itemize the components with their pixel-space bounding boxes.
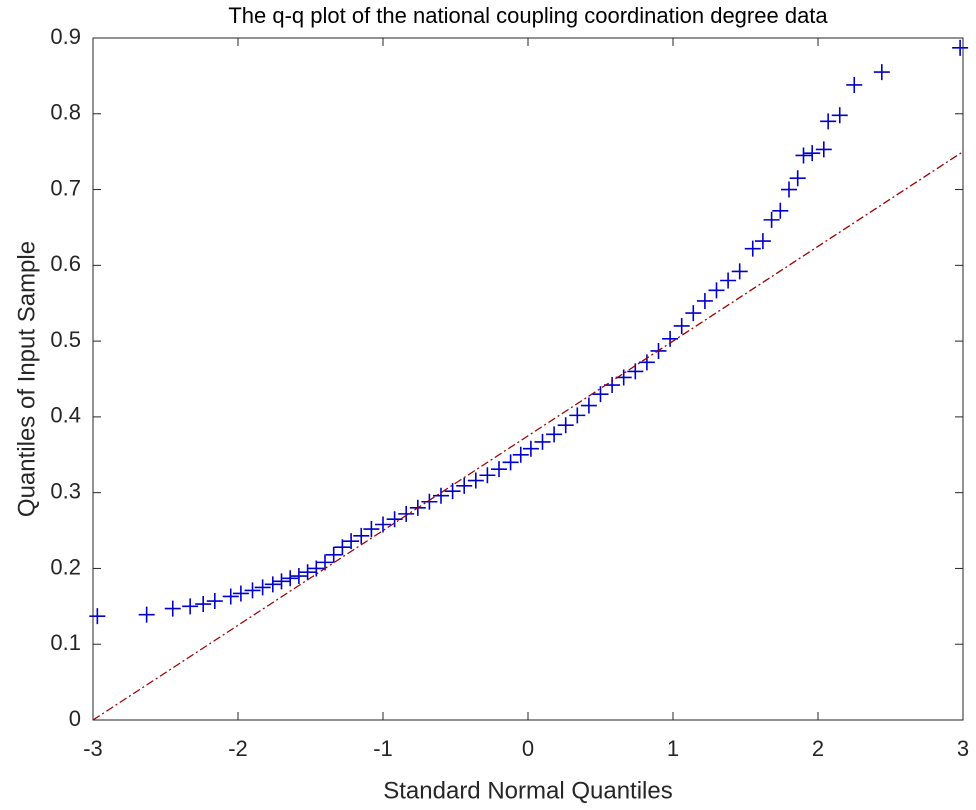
point [804, 145, 821, 162]
point [731, 263, 748, 280]
point [569, 407, 586, 424]
point [789, 170, 806, 187]
point [534, 433, 551, 450]
y-tick-label: 0.6 [50, 251, 81, 276]
point [182, 598, 199, 615]
point [781, 181, 797, 198]
y-tick-label: 0.9 [50, 24, 81, 49]
point [195, 596, 212, 613]
point [546, 426, 563, 443]
x-tick-label: -3 [83, 736, 103, 761]
point [772, 202, 789, 219]
x-tick-label: 3 [957, 736, 969, 761]
y-axis-label: Quantiles of Input Sample [13, 241, 40, 517]
point [754, 233, 771, 250]
point [244, 582, 261, 599]
point [522, 440, 539, 457]
plot-area [92, 37, 964, 721]
point [831, 107, 848, 124]
point [363, 521, 380, 538]
point [308, 560, 325, 577]
y-tick-label: 0.2 [50, 554, 81, 579]
point [873, 64, 890, 81]
point [433, 487, 449, 504]
point [557, 417, 574, 434]
point [952, 39, 969, 56]
point [290, 568, 307, 585]
point [282, 570, 299, 587]
x-axis-label: Standard Normal Quantiles [383, 777, 672, 804]
point [254, 579, 271, 596]
x-tick-label: -2 [228, 736, 248, 761]
point [164, 600, 181, 617]
chart-title: The q-q plot of the national coupling co… [228, 3, 828, 28]
point [580, 397, 597, 414]
point [491, 461, 507, 478]
y-tick-label: 0.4 [50, 403, 81, 428]
point [444, 483, 461, 500]
y-tick-label: 0.1 [50, 630, 81, 655]
point [795, 147, 812, 164]
point [421, 493, 438, 510]
x-tick-label: -1 [373, 736, 393, 761]
x-tick-label: 1 [667, 736, 679, 761]
point [353, 527, 370, 544]
point [696, 292, 713, 309]
y-tick-label: 0.8 [50, 100, 81, 125]
point [138, 606, 155, 623]
point [299, 564, 316, 581]
point [264, 576, 281, 593]
point [662, 330, 679, 347]
reference-line [92, 151, 964, 721]
y-tick-label: 0.3 [50, 478, 81, 503]
point [763, 211, 780, 228]
point [592, 386, 609, 403]
y-tick-label: 0 [69, 706, 81, 731]
point [744, 240, 761, 257]
point [502, 454, 519, 471]
x-tick-label: 0 [522, 736, 534, 761]
point [206, 593, 223, 610]
point [232, 585, 249, 602]
point [673, 317, 690, 334]
point [467, 472, 484, 489]
x-tick-label: 2 [812, 736, 824, 761]
point [398, 505, 415, 522]
point [456, 477, 473, 494]
point [334, 539, 351, 556]
point [325, 546, 342, 563]
point [512, 446, 529, 463]
point [386, 511, 403, 528]
point [685, 305, 702, 322]
point [273, 573, 290, 590]
point [89, 608, 106, 625]
point [708, 282, 725, 299]
point [479, 467, 496, 484]
point [638, 354, 655, 371]
y-tick-label: 0.7 [50, 175, 81, 200]
point [815, 141, 832, 158]
point [375, 516, 391, 533]
y-tick-label: 0.5 [50, 327, 81, 352]
point [720, 272, 737, 289]
point [343, 533, 360, 550]
point [222, 588, 239, 605]
point [846, 76, 863, 93]
point [820, 113, 837, 130]
